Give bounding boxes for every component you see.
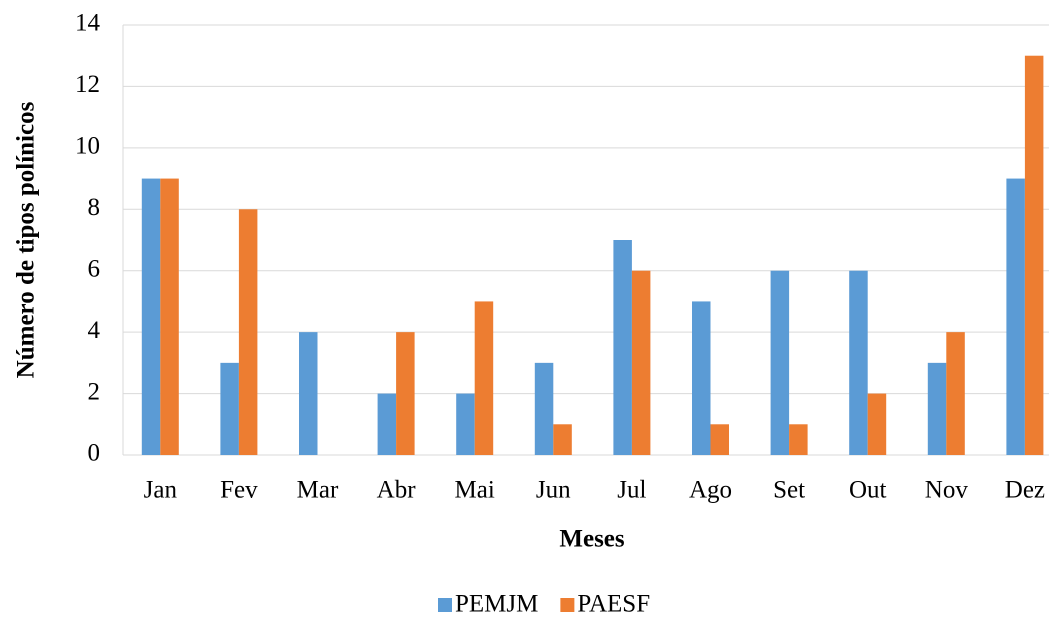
y-tick-label: 0	[88, 440, 101, 467]
legend-swatch	[560, 598, 575, 612]
x-axis-label: Meses	[559, 526, 625, 553]
y-tick-label: 12	[75, 71, 100, 98]
x-tick-label: Set	[773, 477, 805, 504]
bar	[396, 332, 415, 455]
bar	[238, 209, 258, 455]
y-tick-label: 14	[75, 10, 101, 37]
bar	[377, 393, 397, 455]
x-tick-label: Fev	[220, 477, 258, 504]
legend-label: PEMJM	[455, 591, 538, 618]
x-tick-label: Jan	[144, 477, 178, 504]
y-tick-label: 8	[88, 194, 101, 221]
bar	[553, 424, 572, 455]
bar	[1006, 178, 1025, 456]
bar	[631, 270, 651, 455]
y-tick-label: 4	[88, 317, 101, 344]
bar	[789, 424, 808, 455]
x-tick-label: Mai	[455, 477, 495, 504]
y-axis-label: Número de tipos polínicos	[13, 101, 40, 378]
bar	[692, 301, 711, 455]
bar	[534, 362, 554, 455]
x-tick-label: Abr	[377, 477, 417, 504]
bar	[474, 301, 494, 455]
x-tick-label: Dez	[1005, 477, 1045, 504]
bar	[299, 332, 318, 455]
bar	[946, 332, 965, 455]
x-tick-label: Jul	[617, 477, 646, 504]
y-tick-label: 2	[88, 378, 101, 405]
bar	[160, 178, 179, 456]
x-tick-label: Mar	[297, 477, 339, 504]
bar	[867, 393, 887, 455]
bar	[710, 424, 729, 455]
bar	[770, 270, 790, 455]
x-tick-label: Out	[849, 477, 887, 504]
x-tick-label: Jun	[536, 477, 571, 504]
bar	[456, 393, 475, 455]
bar	[613, 240, 632, 455]
bar	[849, 270, 868, 455]
bar	[927, 362, 947, 455]
y-tick-label: 6	[88, 255, 101, 282]
bar	[1024, 55, 1044, 455]
x-tick-label: Ago	[689, 477, 732, 504]
x-tick-label: Nov	[925, 477, 969, 504]
y-tick-label: 10	[75, 133, 100, 160]
legend-label: PAESF	[577, 591, 650, 618]
bar	[220, 362, 239, 455]
legend-swatch	[438, 598, 452, 612]
bar	[141, 178, 161, 456]
